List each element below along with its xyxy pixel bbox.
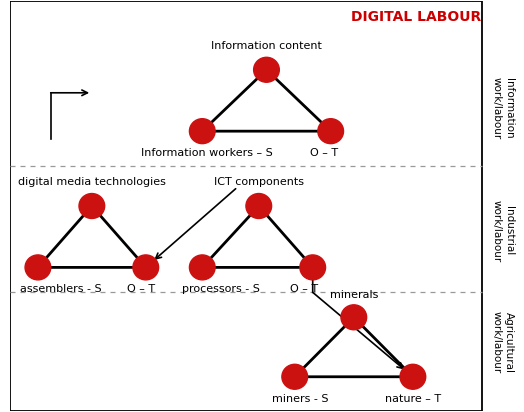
Ellipse shape: [254, 57, 279, 82]
Ellipse shape: [79, 194, 105, 218]
Ellipse shape: [300, 255, 325, 280]
Text: Industrial
work/labour: Industrial work/labour: [492, 200, 514, 262]
Text: Information content: Information content: [211, 40, 322, 51]
Ellipse shape: [400, 364, 425, 389]
Text: processors - S: processors - S: [182, 284, 259, 294]
Text: Agricultural
work/labour: Agricultural work/labour: [492, 311, 514, 373]
Ellipse shape: [133, 255, 159, 280]
Text: digital media technologies: digital media technologies: [18, 177, 166, 187]
Text: O – T: O – T: [127, 284, 155, 294]
Text: nature – T: nature – T: [385, 394, 441, 404]
Text: O – T: O – T: [290, 284, 318, 294]
Text: ICT components: ICT components: [214, 177, 304, 187]
Text: Information
work/labour: Information work/labour: [492, 77, 514, 139]
Ellipse shape: [190, 119, 215, 144]
Text: assemblers - S: assemblers - S: [20, 284, 102, 294]
Text: miners - S: miners - S: [271, 394, 328, 404]
Text: O – T: O – T: [310, 148, 339, 159]
Ellipse shape: [190, 255, 215, 280]
Ellipse shape: [246, 194, 271, 218]
Text: DIGITAL LABOUR: DIGITAL LABOUR: [351, 10, 481, 24]
Ellipse shape: [318, 119, 344, 144]
Ellipse shape: [25, 255, 51, 280]
Ellipse shape: [282, 364, 308, 389]
Text: Information workers – S: Information workers – S: [140, 148, 272, 159]
Ellipse shape: [341, 305, 367, 330]
Text: minerals: minerals: [330, 290, 378, 300]
